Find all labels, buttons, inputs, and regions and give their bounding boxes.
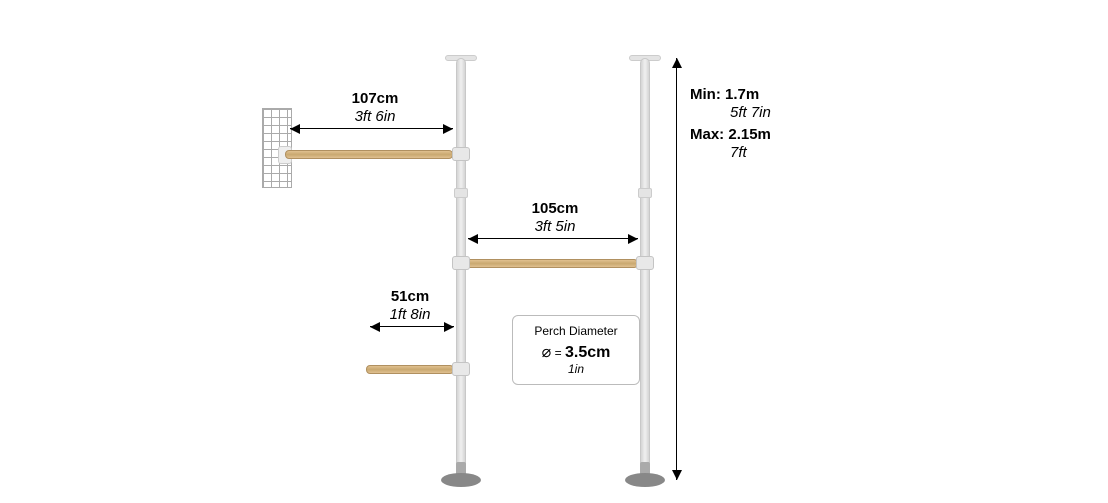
pole-joint-2 [638,188,652,198]
perch-top [285,150,453,159]
label-top-metric: 107cm [300,90,450,108]
label-max-imperial: 7ft [690,144,747,161]
perch-short [366,365,454,374]
label-min-prefix: Min: [690,86,721,103]
diameter-equals: = [555,346,562,360]
dimension-diagram: 107cm 3ft 6in 105cm 3ft 5in 51cm 1ft 8in… [0,0,1108,503]
label-short-imperial: 1ft 8in [360,306,460,324]
label-min-imperial: 5ft 7in [690,104,771,121]
arrow-mid [468,238,638,239]
label-mid: 105cm 3ft 5in [480,200,630,236]
label-max-prefix: Max: [690,126,724,143]
diameter-title: Perch Diameter [519,324,633,338]
connector-4 [452,362,470,376]
perch-mid [466,259,638,268]
pole-base-2 [625,473,665,487]
label-top-imperial: 3ft 6in [300,108,450,126]
label-mid-metric: 105cm [480,200,630,218]
diameter-imperial: 1in [519,362,633,376]
label-short-metric: 51cm [360,288,460,306]
connector-3 [636,256,654,270]
label-mid-imperial: 3ft 5in [480,218,630,236]
arrow-short [370,326,454,327]
arrow-top [290,128,453,129]
diameter-symbol: ⌀ [542,344,552,361]
connector-1 [452,147,470,161]
connector-2 [452,256,470,270]
pole-joint-1 [454,188,468,198]
diameter-metric: 3.5cm [565,344,610,361]
arrow-height [676,58,677,480]
label-height-range: Min: 1.7m 5ft 7in Max: 2.15m 7ft [690,86,870,166]
label-max-metric: 2.15m [728,126,771,143]
label-top: 107cm 3ft 6in [300,90,450,126]
pole-base-1 [441,473,481,487]
label-min-metric: 1.7m [725,86,759,103]
perch-diameter-box: Perch Diameter ⌀ = 3.5cm 1in [512,315,640,385]
label-short: 51cm 1ft 8in [360,288,460,324]
